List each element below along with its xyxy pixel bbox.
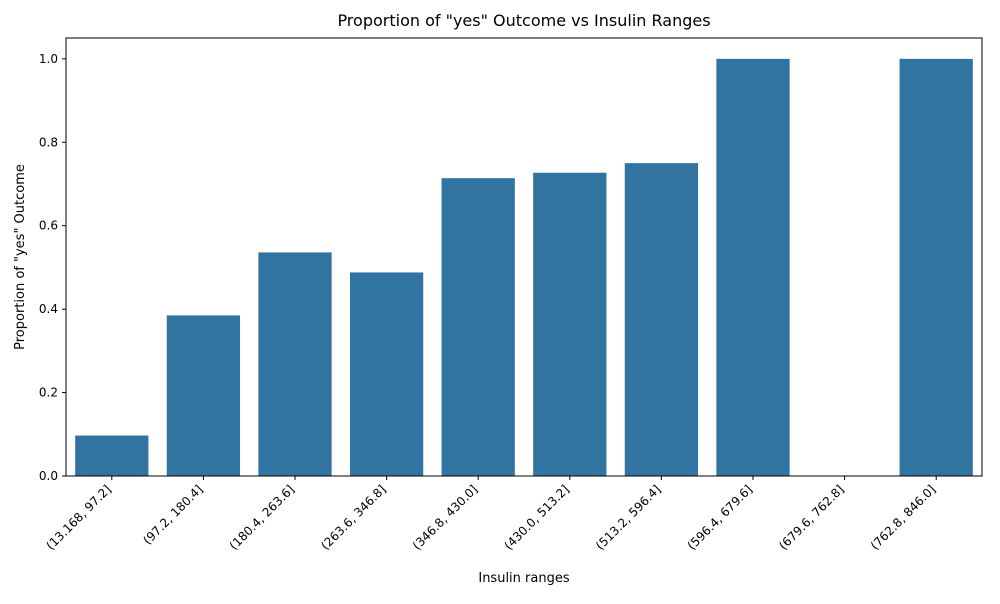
x-tick-label: (596.4, 679.6] bbox=[685, 482, 756, 553]
y-axis-label: Proportion of "yes" Outcome bbox=[13, 164, 28, 350]
y-tick-label: 0.6 bbox=[39, 219, 58, 233]
bar-1 bbox=[166, 315, 241, 476]
x-tick-label: (13.168, 97.2] bbox=[43, 482, 114, 553]
axes-layer bbox=[65, 37, 983, 477]
bar-4 bbox=[441, 178, 515, 476]
y-tick-label: 0.2 bbox=[39, 386, 58, 400]
chart-title: Proportion of "yes" Outcome vs Insulin R… bbox=[337, 11, 710, 30]
y-tick-label: 1.0 bbox=[39, 52, 58, 66]
x-axis-label: Insulin ranges bbox=[478, 571, 569, 586]
x-tick-label: (97.2, 180.4] bbox=[140, 482, 205, 547]
x-tick-label: (346.8, 430.0] bbox=[410, 482, 481, 553]
bar-0 bbox=[75, 435, 149, 476]
x-tick-label: (513.2, 596.4] bbox=[593, 482, 664, 553]
x-tick-label: (430.0, 513.2] bbox=[501, 482, 572, 553]
bar-2 bbox=[258, 252, 332, 476]
bar-5 bbox=[533, 172, 607, 477]
x-tick-label: (762.8, 846.0] bbox=[868, 482, 939, 553]
bar-3 bbox=[349, 272, 424, 476]
bar-9 bbox=[899, 58, 973, 476]
x-tick-label: (180.4, 263.6] bbox=[227, 482, 298, 553]
y-tick-label: 0.4 bbox=[39, 302, 58, 316]
x-tick-label: (263.6, 346.8] bbox=[318, 482, 389, 553]
bar-6 bbox=[624, 163, 699, 476]
bar-7 bbox=[716, 58, 790, 476]
bars-layer bbox=[75, 58, 973, 477]
plot-frame bbox=[65, 37, 983, 477]
x-tick-label: (679.6, 762.8] bbox=[776, 482, 847, 553]
y-tick-label: 0.0 bbox=[39, 469, 58, 483]
y-tick-label: 0.8 bbox=[39, 135, 58, 149]
